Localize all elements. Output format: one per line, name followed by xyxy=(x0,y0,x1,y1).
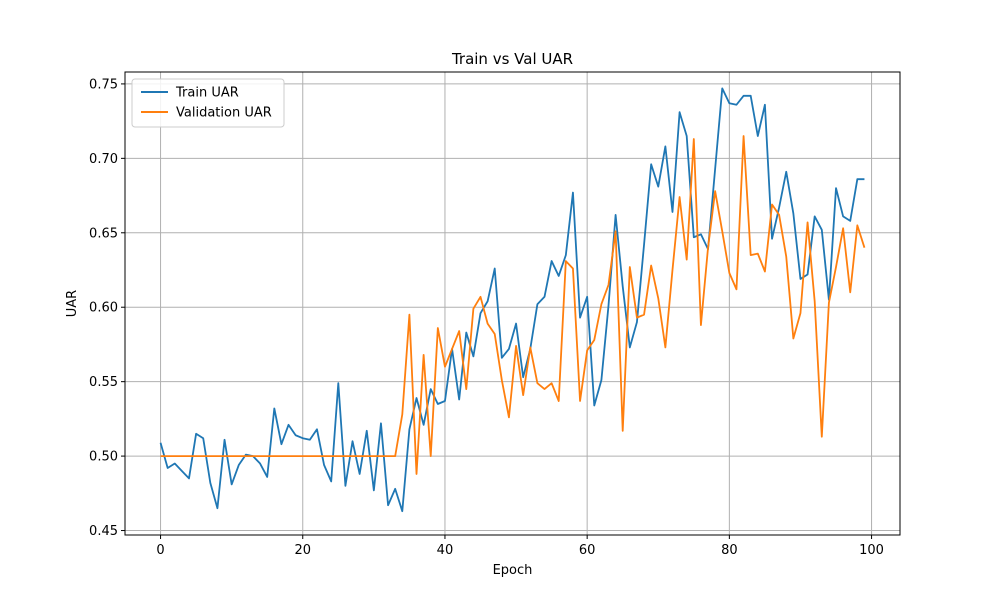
x-tick-label: 0 xyxy=(156,543,164,558)
legend-box xyxy=(131,78,285,128)
y-axis-label: UAR xyxy=(65,290,80,317)
y-tick-label: 0.55 xyxy=(89,375,118,390)
x-axis-label: Epoch xyxy=(493,563,533,578)
legend: Train UAR Validation UAR xyxy=(131,78,285,128)
y-tick-label: 0.65 xyxy=(89,226,118,241)
y-tick-label: 0.50 xyxy=(89,450,118,465)
y-tick-label: 0.70 xyxy=(89,152,118,167)
x-tick-label: 60 xyxy=(579,543,596,558)
x-tick-label: 80 xyxy=(721,543,738,558)
series-line-2 xyxy=(160,135,866,475)
axis-ticks: 0 20 40 60 80 100 0.45 0.50 0.55 0.60 0.65 0.70 0.75 xyxy=(89,77,884,558)
legend-label: Validation UAR xyxy=(176,106,272,121)
legend-label: Train UAR xyxy=(175,86,239,101)
y-tick-label: 0.75 xyxy=(89,77,118,92)
plot-frame xyxy=(124,71,901,536)
series-lines xyxy=(159,87,866,513)
x-tick-label: 100 xyxy=(859,543,884,558)
x-tick-label: 20 xyxy=(294,543,311,558)
series-line-1 xyxy=(159,87,865,513)
y-tick-label: 0.60 xyxy=(89,301,118,316)
chart-title: Train vs Val UAR xyxy=(451,50,573,68)
y-tick-label: 0.45 xyxy=(89,524,118,539)
x-tick-label: 40 xyxy=(437,543,454,558)
